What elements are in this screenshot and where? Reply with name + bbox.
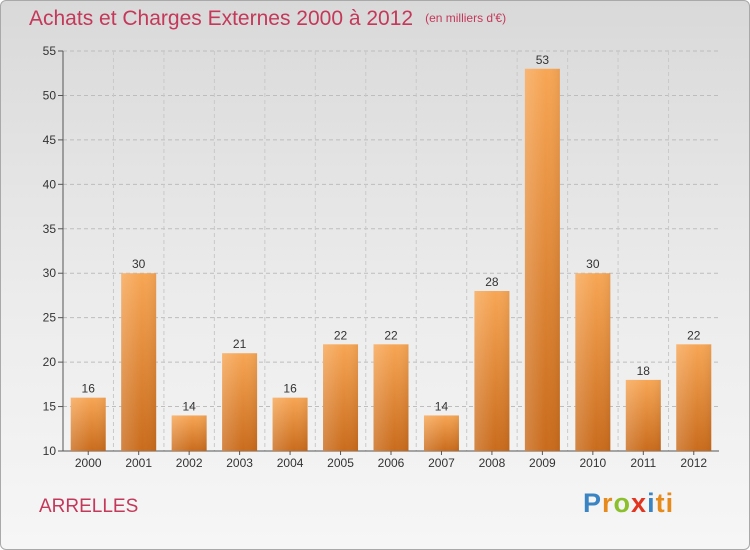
chart-title-text: Achats et Charges Externes 2000 à 2012: [29, 7, 414, 30]
bar-shine: [70, 397, 106, 451]
logo-letter: o: [613, 488, 632, 518]
y-tick-label: 25: [43, 311, 57, 325]
bar-value-label: 28: [485, 275, 499, 289]
bar-shine: [524, 68, 560, 452]
x-tick-label: 2006: [378, 456, 405, 470]
x-tick-label: 2007: [428, 456, 455, 470]
y-tick-label: 50: [43, 88, 57, 102]
commune-name: ARRELLES: [39, 496, 139, 517]
bar-shine: [323, 344, 359, 451]
logo-letter: i: [647, 488, 656, 518]
bar-value-label: 14: [182, 399, 196, 413]
y-tick-label: 30: [43, 266, 57, 280]
x-tick-label: 2008: [479, 456, 506, 470]
logo-letter: x: [631, 488, 648, 518]
bar-shine: [575, 273, 611, 451]
bar-value-label: 30: [132, 257, 146, 271]
x-tick-label: 2005: [327, 456, 354, 470]
y-tick-label: 15: [43, 400, 57, 414]
bar-shine: [121, 273, 157, 451]
bar-shine: [474, 291, 510, 451]
bar-shine: [625, 379, 661, 451]
bar-value-label: 16: [283, 382, 297, 396]
logo-letter: P: [583, 488, 603, 518]
bar-shine: [272, 397, 308, 451]
bar-value-label: 22: [687, 328, 701, 342]
x-tick-label: 2009: [529, 456, 556, 470]
bar-value-label: 53: [536, 53, 550, 67]
x-tick-label: 2012: [680, 456, 707, 470]
y-tick-label: 35: [43, 222, 57, 236]
logo-letter: r: [602, 488, 614, 518]
x-tick-label: 2004: [277, 456, 304, 470]
proxiti-logo: Proxiti: [583, 488, 674, 519]
x-tick-label: 2003: [226, 456, 253, 470]
y-tick-label: 55: [43, 44, 57, 58]
bar-value-label: 18: [637, 364, 651, 378]
bar-value-label: 30: [586, 257, 600, 271]
y-tick-label: 20: [43, 355, 57, 369]
bar-value-label: 21: [233, 337, 247, 351]
y-tick-label: 45: [43, 133, 57, 147]
x-tick-label: 2002: [176, 456, 203, 470]
bar-shine: [676, 344, 712, 451]
bar-shine: [222, 353, 258, 451]
x-tick-label: 2010: [579, 456, 606, 470]
x-tick-label: 2001: [125, 456, 152, 470]
bar-value-label: 14: [435, 399, 449, 413]
bars: [70, 68, 712, 452]
y-tick-label: 10: [43, 444, 57, 458]
chart-unit: (en milliers d'€): [425, 11, 507, 25]
y-tick-label: 40: [43, 177, 57, 191]
logo-letter: ti: [655, 488, 675, 518]
bar-shine: [171, 415, 207, 451]
bar-shine: [373, 344, 409, 451]
bar-value-label: 22: [334, 328, 348, 342]
x-tick-label: 2000: [75, 456, 102, 470]
chart-title: Achats et Charges Externes 2000 à 2012 (e…: [29, 7, 506, 31]
bar-shine: [423, 415, 459, 451]
bar-value-label: 16: [82, 382, 96, 396]
labels: 10 15 20 25 30 35 40 45 50 55 16 2000 30 2001 14 2002 21…: [43, 44, 708, 470]
x-tick-label: 2011: [630, 456, 656, 470]
bar-value-label: 22: [384, 328, 398, 342]
